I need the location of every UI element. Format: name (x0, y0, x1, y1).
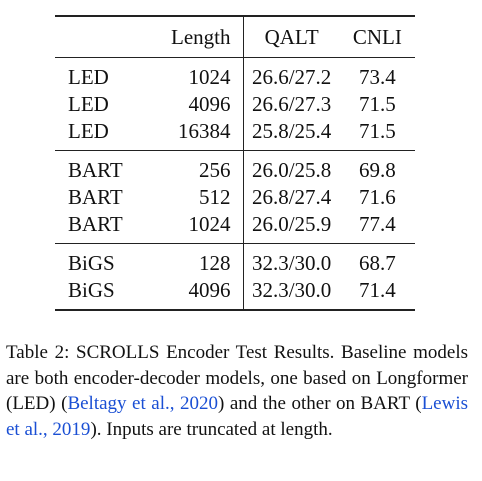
cell-model: BART (68, 185, 123, 209)
cell-qalt: 25.8/25.4 (251, 119, 332, 143)
cell-length: 4096 (138, 277, 244, 311)
cell-model: LED (68, 92, 109, 116)
header-length: Length (138, 15, 244, 58)
table-row: BART 512 26.8/27.4 71.6 (55, 184, 415, 211)
table-row: LED 1024 26.6/27.2 73.4 (55, 57, 415, 91)
results-table: Length QALT CNLI LED 1024 26.6/27.2 73.4… (55, 15, 415, 311)
caption-label: Table 2: (6, 342, 70, 363)
cell-qalt: 26.6/27.3 (251, 92, 332, 116)
cell-qalt: 26.0/25.8 (243, 150, 340, 184)
table-row: LED 16384 25.8/25.4 71.5 (55, 118, 415, 151)
cell-length: 16384 (138, 118, 244, 151)
table-row: BART 1024 26.0/25.9 77.4 (55, 211, 415, 244)
table-row: BiGS 4096 32.3/30.0 71.4 (55, 277, 415, 311)
cell-cnli: 71.5 (359, 119, 396, 143)
caption-text-3: ). Inputs are truncated at length. (90, 418, 333, 440)
cell-length: 1024 (138, 57, 244, 91)
cell-length: 512 (138, 184, 244, 211)
group-bart: BART 256 26.0/25.8 69.8 BART 512 26.8/27… (55, 150, 415, 244)
cell-cnli: 71.4 (339, 277, 415, 311)
citation-lewis-link[interactable]: Lewis et al., 2019 (6, 393, 468, 440)
citation-beltagy-link[interactable]: Beltagy et al., 2020 (67, 393, 218, 414)
header-model (55, 15, 139, 58)
cell-qalt: 32.3/30.0 (243, 277, 340, 311)
cell-cnli: 77.4 (359, 212, 396, 236)
cell-cnli: 73.4 (339, 57, 415, 91)
cell-length: 128 (138, 243, 244, 277)
cell-cnli: 71.6 (359, 185, 396, 209)
cell-model: BiGS (55, 277, 139, 311)
table-caption: Table 2: SCROLLS Encoder Test Results. B… (6, 340, 468, 442)
cell-length: 4096 (138, 91, 244, 118)
cell-qalt: 26.6/27.2 (243, 57, 340, 91)
cell-model: LED (55, 57, 139, 91)
cell-model: BiGS (55, 243, 139, 277)
cell-qalt: 26.0/25.9 (251, 212, 332, 236)
table-row: BART 256 26.0/25.8 69.8 (55, 150, 415, 184)
table-row: LED 4096 26.6/27.3 71.5 (55, 91, 415, 118)
cell-cnli: 71.5 (359, 92, 396, 116)
cell-cnli: 68.7 (339, 243, 415, 277)
cell-qalt: 32.3/30.0 (243, 243, 340, 277)
cell-length: 1024 (138, 211, 244, 244)
header-row: Length QALT CNLI (55, 15, 415, 58)
cell-qalt: 26.8/27.4 (251, 185, 332, 209)
table-row: BiGS 128 32.3/30.0 68.7 (55, 243, 415, 277)
cell-cnli: 69.8 (339, 150, 415, 184)
cell-length: 256 (138, 150, 244, 184)
header-cnli: CNLI (339, 15, 415, 58)
caption-text-1: SCROLLS Encoder Test Results. Baseline m… (6, 342, 469, 414)
cell-model: BART (68, 212, 123, 236)
cell-model: LED (68, 119, 109, 143)
header-qalt: QALT (243, 15, 340, 58)
group-bigs: BiGS 128 32.3/30.0 68.7 BiGS 4096 32.3/3… (55, 243, 415, 311)
group-led: LED 1024 26.6/27.2 73.4 LED 4096 26.6/27… (55, 57, 415, 151)
cell-model: BART (55, 150, 139, 184)
caption-text-2: ) and the other on BART ( (217, 393, 422, 414)
